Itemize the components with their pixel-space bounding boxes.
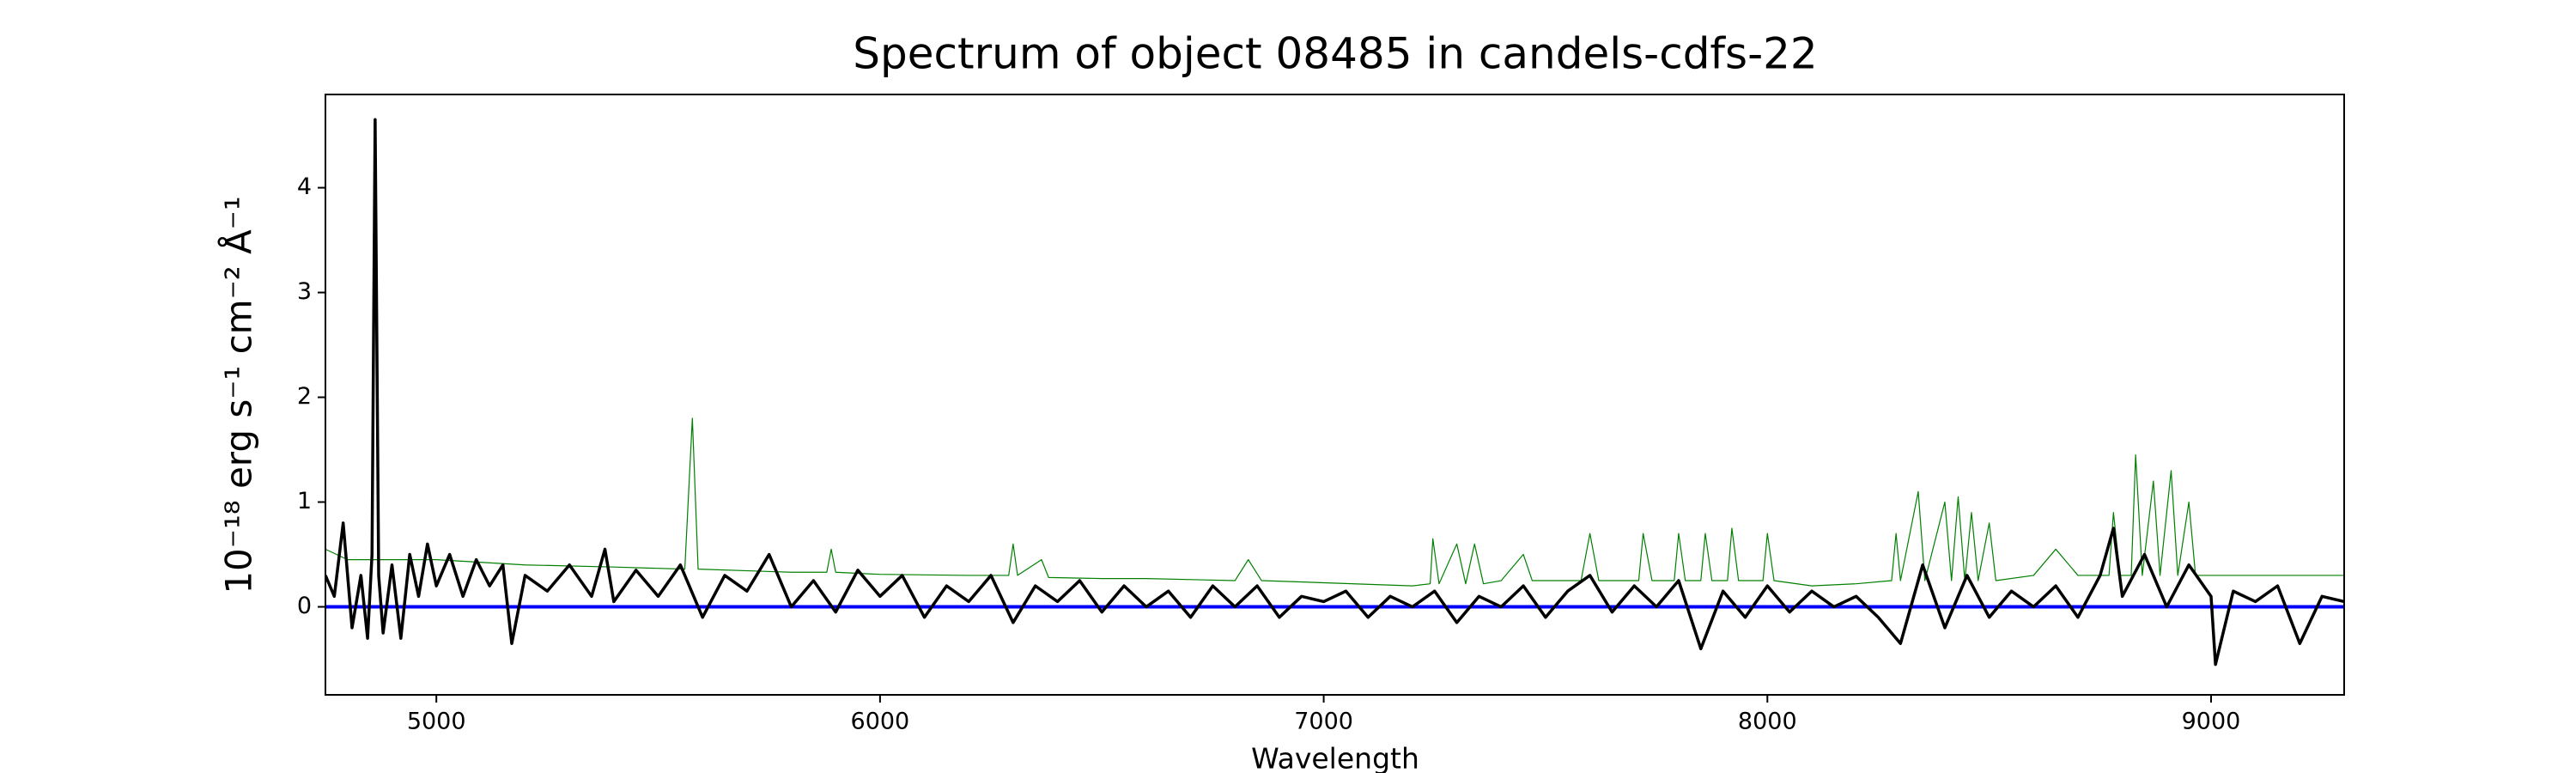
spectrum-line bbox=[325, 417, 2344, 587]
x-tick-label: 9000 bbox=[2182, 709, 2241, 735]
y-tick-label: 4 bbox=[297, 173, 312, 200]
y-tick-label: 1 bbox=[297, 488, 312, 514]
x-tick-label: 7000 bbox=[1294, 709, 1353, 735]
x-tick-label: 6000 bbox=[851, 709, 910, 735]
y-axis-label: 10⁻¹⁸ erg s⁻¹ cm⁻² Å⁻¹ bbox=[217, 196, 260, 593]
y-tick-label: 3 bbox=[297, 278, 312, 305]
y-tick-label: 0 bbox=[297, 593, 312, 619]
plot-frame bbox=[325, 94, 2345, 696]
chart-title: Spectrum of object 08485 in candels-cdfs… bbox=[853, 29, 1818, 79]
x-axis-label: Wavelength bbox=[1251, 742, 1419, 773]
spectrum-line bbox=[325, 118, 2344, 666]
x-tick-label: 5000 bbox=[407, 709, 466, 735]
x-tick-label: 8000 bbox=[1738, 709, 1797, 735]
y-tick-label: 2 bbox=[297, 383, 312, 410]
